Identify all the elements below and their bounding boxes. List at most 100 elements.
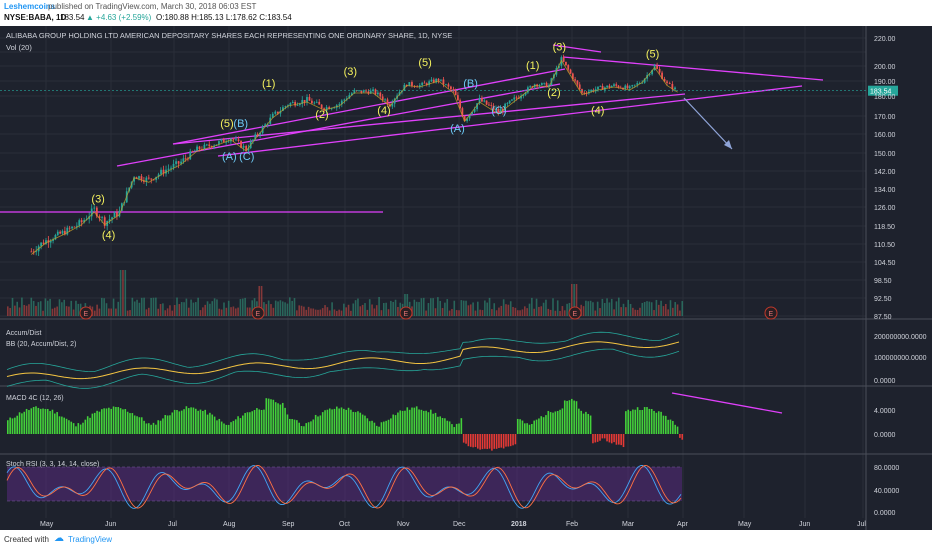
volume-bar	[220, 309, 223, 316]
macd-bar	[422, 410, 425, 434]
volume-bar	[385, 302, 387, 316]
candle-body	[562, 57, 565, 62]
candle-body	[468, 114, 471, 119]
tradingview-brand[interactable]: TradingView	[68, 535, 113, 544]
macd-bar	[136, 416, 138, 434]
candle-body	[626, 85, 629, 89]
wave-label: (4)	[102, 229, 115, 241]
candle-body	[157, 174, 160, 177]
macd-bar	[578, 408, 580, 434]
price-axis-tick: 134.00	[874, 187, 896, 194]
candle-body	[668, 82, 671, 84]
macd-bar	[265, 398, 268, 434]
volume-bar	[646, 301, 648, 316]
candle-body	[466, 118, 469, 121]
macd-bar	[42, 408, 44, 434]
candle-body	[274, 111, 277, 114]
macd-bar	[430, 409, 432, 434]
earnings-marker-label: E	[256, 311, 261, 318]
candle-body	[284, 106, 287, 108]
candle-body	[116, 212, 118, 217]
volume-bar	[68, 306, 70, 316]
candle-body	[254, 134, 257, 140]
candle-body	[483, 100, 486, 102]
macd-bar	[646, 407, 648, 434]
price-axis-tick: 142.00	[874, 169, 896, 176]
candle-body	[343, 99, 346, 101]
macd-bar	[18, 412, 21, 434]
time-axis-tick: Apr	[677, 521, 689, 528]
macd-bar	[399, 410, 402, 434]
candle-body	[471, 111, 473, 115]
macd-bar	[444, 418, 446, 434]
stoch-rsi-tick: 40.0000	[874, 488, 899, 495]
time-axis-tick: Oct	[339, 521, 350, 528]
volume-bar	[143, 297, 145, 316]
candle-body	[557, 65, 560, 69]
macd-bar	[272, 399, 275, 434]
macd-bar	[232, 420, 235, 434]
macd-bar	[192, 407, 195, 434]
volume-bar	[573, 284, 575, 316]
macd-bar	[608, 434, 611, 443]
macd-bar	[51, 409, 54, 434]
volume-bar	[272, 307, 275, 316]
candle-body	[529, 86, 532, 88]
candle-body	[376, 92, 379, 95]
macd-bar	[427, 412, 430, 434]
macd-bar	[563, 400, 566, 434]
macd-bar	[502, 434, 505, 449]
volume-bar	[218, 308, 221, 316]
volume-bar	[300, 305, 303, 316]
macd-bar	[526, 423, 528, 434]
volume-bar	[122, 270, 124, 316]
macd-bar	[152, 422, 155, 434]
volume-bar	[354, 300, 357, 316]
earnings-marker-label: E	[769, 311, 774, 318]
volume-bar	[105, 303, 108, 316]
macd-bar	[133, 415, 136, 434]
author-link[interactable]: Leshemcoins	[4, 2, 56, 11]
wave-label: (1)	[526, 60, 539, 72]
volume-bar	[516, 310, 519, 316]
volume-bar	[587, 301, 590, 316]
candle-body	[240, 140, 242, 148]
macd-bar	[314, 414, 317, 434]
volume-bar	[155, 297, 157, 316]
macd-bar	[641, 409, 644, 434]
macd-bar	[86, 416, 89, 434]
macd-bar	[169, 415, 171, 434]
volume-bar	[340, 310, 343, 316]
macd-bar	[465, 434, 467, 444]
volume-bar	[679, 310, 681, 316]
macd-bar	[535, 419, 538, 434]
candle-body	[108, 219, 111, 221]
macd-bar	[627, 409, 629, 434]
macd-bar	[206, 414, 209, 434]
candle-body	[73, 226, 76, 228]
volume-bar	[312, 308, 315, 316]
time-axis-tick: Feb	[566, 521, 578, 528]
candle-body	[476, 103, 478, 110]
macd-bar	[519, 419, 521, 434]
macd-bar	[655, 412, 658, 434]
volume-bar	[639, 307, 641, 316]
price-axis-tick: 190.00	[874, 79, 896, 86]
macd-bar	[39, 408, 42, 434]
earnings-icon	[399, 306, 413, 320]
volume-bar	[213, 298, 216, 316]
volume-bar	[380, 310, 383, 316]
candle-body	[208, 144, 211, 147]
candle-body	[242, 146, 245, 148]
candle-body	[182, 158, 185, 162]
candle-body	[175, 161, 177, 164]
volume-bar	[392, 301, 394, 316]
time-axis-tick: May	[40, 521, 54, 528]
wave-label: (3)	[91, 194, 104, 206]
volume-bar	[204, 304, 206, 316]
macd-bar	[258, 409, 261, 434]
cloud-icon: ☁	[54, 533, 64, 544]
candle-body	[513, 97, 516, 100]
macd-bar	[84, 419, 87, 434]
